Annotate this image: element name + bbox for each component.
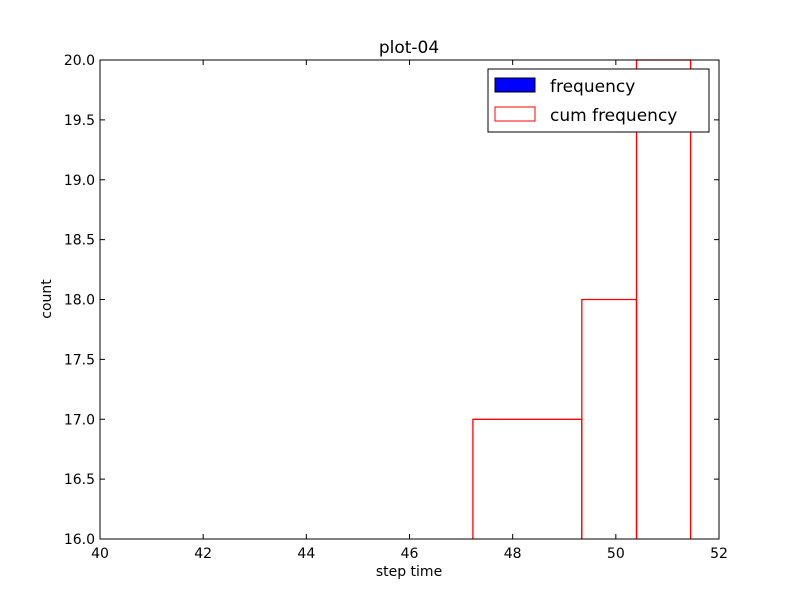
legend: frequency cum frequency [487, 68, 710, 133]
y-tick-label: 20.0 [64, 53, 95, 69]
y-tick-label: 17.0 [64, 412, 95, 428]
x-tick-label: 50 [607, 546, 625, 562]
y-tick-label: 18.0 [64, 293, 95, 309]
x-tick-label: 48 [504, 546, 522, 562]
x-tick-label: 42 [194, 546, 212, 562]
y-axis-label: count [39, 279, 55, 319]
legend-swatch-cum-frequency [494, 106, 536, 122]
y-tick-label: 19.0 [64, 173, 95, 189]
x-tick-label: 46 [401, 546, 419, 562]
x-tick-label: 40 [91, 546, 109, 562]
x-axis-label: step time [376, 564, 442, 580]
y-tick-label: 18.5 [64, 233, 95, 249]
legend-label-frequency: frequency [550, 77, 635, 97]
ticks-layer: 40 42 44 46 48 50 52 16.0 16.5 17.0 17.5 18.0 18.5 19… [64, 53, 728, 562]
plot-frame [99, 59, 720, 540]
x-tick-label: 52 [710, 546, 728, 562]
x-tick-label: 44 [297, 546, 315, 562]
y-tick-label: 16.5 [64, 472, 95, 488]
y-tick-label: 16.0 [64, 532, 95, 548]
legend-swatch-frequency [494, 77, 536, 93]
legend-label-cum-frequency: cum frequency [550, 106, 677, 126]
y-tick-label: 17.5 [64, 352, 95, 368]
y-tick-label: 19.5 [64, 113, 95, 129]
chart-title: plot-04 [379, 38, 439, 58]
